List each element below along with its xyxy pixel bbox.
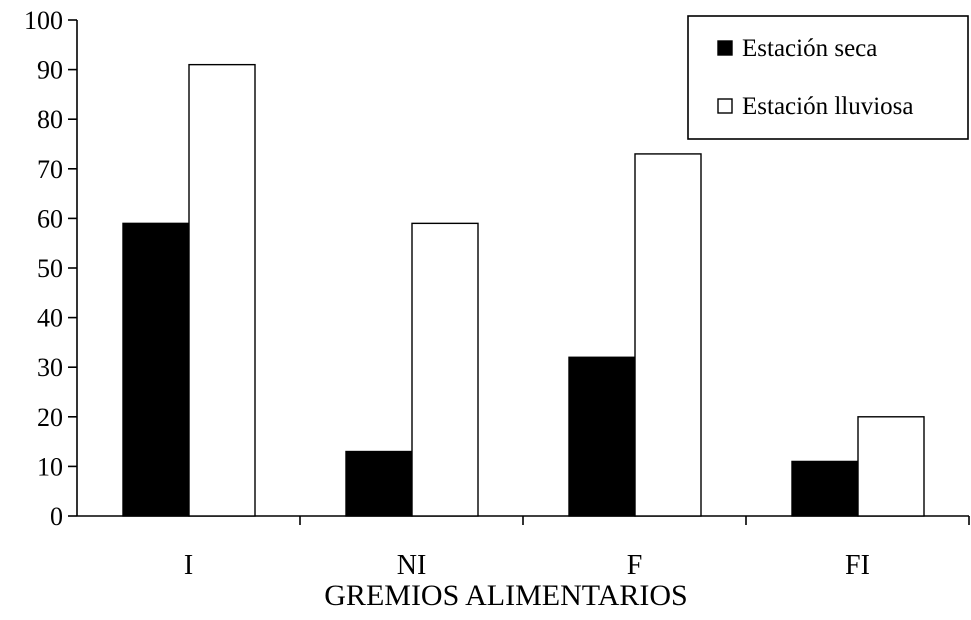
x-category-label: FI	[845, 550, 870, 581]
y-axis: 0 10 20 30 40 50 60 70 80 90 100	[24, 6, 78, 531]
bar	[791, 460, 859, 517]
legend-swatch	[717, 40, 733, 56]
legend: Estación seca Estación lluviosa	[687, 15, 969, 140]
y-tick-label: 30	[37, 353, 63, 382]
bar	[857, 416, 925, 517]
legend-box	[687, 15, 969, 140]
y-tick-label: 50	[37, 254, 63, 283]
bar	[188, 63, 256, 517]
y-tick-label: 0	[50, 502, 63, 531]
bars	[122, 63, 925, 517]
bar	[345, 450, 413, 517]
y-tick-label: 60	[37, 204, 63, 233]
legend-label: Estación lluviosa	[742, 93, 914, 120]
y-tick-label: 100	[24, 6, 63, 35]
x-axis: I NI F FI	[77, 515, 970, 581]
x-axis-title: GREMIOS ALIMENTARIOS	[324, 579, 687, 612]
y-tick-label: 70	[37, 155, 63, 184]
bar	[568, 356, 636, 517]
y-tick-label: 90	[37, 56, 63, 85]
x-category-label: F	[627, 550, 643, 581]
bar	[634, 153, 702, 517]
x-category-label: I	[184, 550, 193, 581]
legend-label: Estación seca	[742, 35, 877, 62]
bar	[122, 222, 190, 517]
y-tick-label: 10	[37, 452, 63, 481]
y-tick-label: 80	[37, 105, 63, 134]
x-category-label: NI	[397, 550, 427, 581]
bar	[411, 222, 479, 517]
legend-swatch	[717, 98, 733, 114]
y-tick-label: 40	[37, 304, 63, 333]
y-tick-label: 20	[37, 403, 63, 432]
